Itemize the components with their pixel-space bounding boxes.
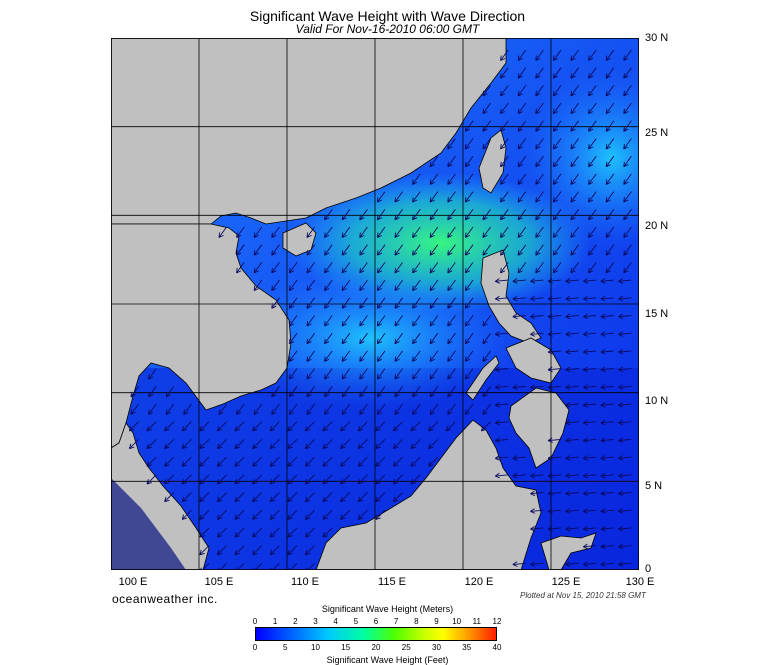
lon-label-125e: 125 E bbox=[551, 576, 581, 588]
lat-label-0: 0 bbox=[645, 563, 652, 575]
colorbar-tick-m: 1 bbox=[272, 617, 278, 626]
lon-label-105e: 105 E bbox=[204, 576, 234, 588]
colorbar-tick-ft: 5 bbox=[283, 643, 288, 652]
colorbar-title-feet: Significant Wave Height (Feet) bbox=[326, 655, 449, 665]
colorbar-tick-ft: 25 bbox=[401, 643, 411, 652]
colorbar-tick-m: 5 bbox=[353, 617, 359, 626]
lon-label-120e: 120 E bbox=[464, 576, 494, 588]
wave-high-pacific bbox=[521, 68, 639, 248]
borneo-land bbox=[315, 419, 542, 570]
lon-label-100e: 100 E bbox=[118, 576, 148, 588]
colorbar-tick-m: 2 bbox=[293, 617, 298, 626]
lat-label-15n: 15 N bbox=[645, 308, 669, 320]
colorbar-tick-ft: 15 bbox=[341, 643, 351, 652]
colorbar-tick-m: 10 bbox=[452, 617, 462, 626]
visayas-land bbox=[505, 337, 562, 384]
lat-label-30n: 30 N bbox=[645, 32, 669, 44]
lat-lon-grid bbox=[111, 38, 639, 570]
lon-label-115e: 115 E bbox=[378, 576, 406, 588]
colorbar-tick-ft: 40 bbox=[492, 643, 502, 652]
luzon-land bbox=[480, 249, 542, 344]
lat-label-20n: 20 N bbox=[645, 220, 669, 232]
map-subtitle: Valid For Nov-16-2010 06:00 GMT bbox=[295, 22, 480, 36]
sulawesi-land bbox=[540, 532, 597, 570]
brand-name: oceanweather inc. bbox=[112, 592, 218, 606]
colorbar-tick-ft: 0 bbox=[252, 643, 258, 652]
colorbar-tick-ft: 20 bbox=[371, 643, 381, 652]
lon-label-110e: 110 E bbox=[291, 576, 319, 588]
wave-map bbox=[111, 38, 639, 570]
wave-direction-arrows bbox=[128, 49, 632, 570]
lat-label-5n: 5 N bbox=[645, 480, 663, 492]
colorbar-tick-m: 12 bbox=[492, 617, 502, 626]
colorbar-tick-m: 3 bbox=[313, 617, 318, 626]
lat-label-25n: 25 N bbox=[645, 127, 669, 139]
taiwan-land bbox=[478, 129, 507, 194]
wave-high-central bbox=[221, 268, 521, 408]
lon-label-130e: 130 E bbox=[625, 576, 655, 588]
colorbar-tick-m: 7 bbox=[393, 617, 399, 626]
colorbar bbox=[255, 627, 497, 641]
colorbar-tick-m: 0 bbox=[252, 617, 258, 626]
map-title: Significant Wave Height with Wave Direct… bbox=[249, 8, 526, 24]
lat-label-10n: 10 N bbox=[645, 395, 669, 407]
colorbar-title-meters: Significant Wave Height (Meters) bbox=[321, 604, 454, 614]
plotted-timestamp: Plotted at Nov 15, 2010 21:58 GMT bbox=[520, 591, 646, 600]
colorbar-tick-m: 6 bbox=[373, 617, 379, 626]
colorbar-tick-ft: 30 bbox=[432, 643, 441, 652]
colorbar-tick-m: 11 bbox=[472, 617, 481, 626]
colorbar-tick-m: 8 bbox=[414, 617, 419, 626]
colorbar-tick-m: 9 bbox=[434, 617, 439, 626]
colorbar-tick-m: 4 bbox=[333, 617, 338, 626]
palawan-land bbox=[465, 355, 500, 401]
sumatra-land bbox=[111, 478, 186, 570]
colorbar-tick-ft: 35 bbox=[462, 643, 472, 652]
colorbar-tick-ft: 10 bbox=[311, 643, 320, 652]
